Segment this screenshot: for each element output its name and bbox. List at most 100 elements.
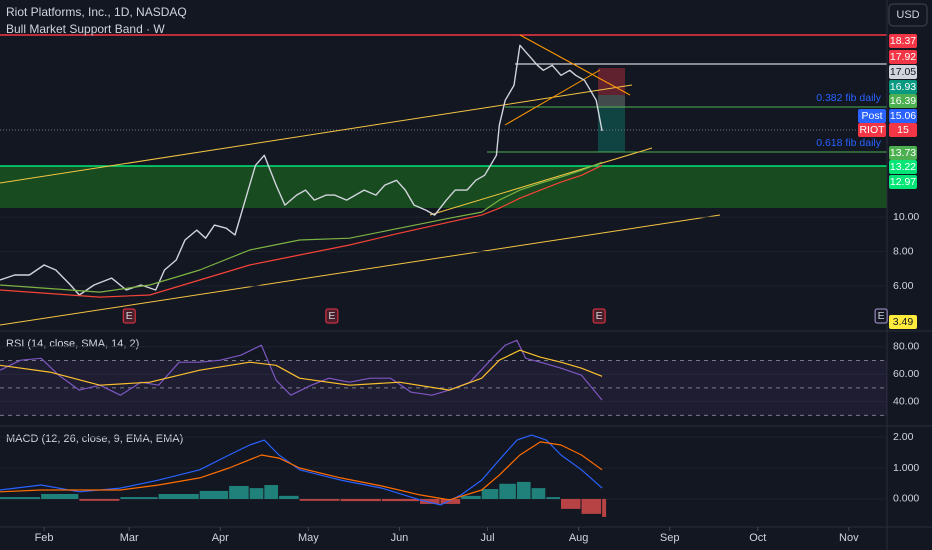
price-label: 17.05 [890,66,916,78]
histogram-bar [440,498,461,504]
price-label-box [889,50,917,64]
price-label-box [889,160,917,174]
histogram-bar [381,498,420,502]
chart-title: Riot Platforms, Inc., 1D, NASDAQ [6,5,187,19]
earnings-marker [592,308,606,324]
trendline [504,69,601,126]
trendline [0,214,721,326]
y-tick-label: 10.00 [893,211,919,223]
histogram-bar [158,494,199,499]
chart-subtitle: Bull Market Support Band · W [6,22,165,36]
x-tick-label: Feb [35,532,54,544]
histogram-bar [340,498,381,502]
price-tag-box [858,123,886,137]
price-label-box [889,146,917,160]
currency-label[interactable]: USD [896,9,919,21]
price-label-box [889,65,917,79]
histogram-bar [279,495,299,499]
histogram-bar [581,498,602,514]
histogram-bar [199,490,229,499]
price-label-box [889,123,917,137]
histogram-bar [560,498,581,509]
x-tick-label: Jul [481,532,495,544]
y-tick-label: 2.00 [893,431,914,443]
earnings-label: E [126,310,133,322]
fib-label: 0.382 fib daily [816,92,882,104]
series-line [0,441,603,501]
series-line [0,44,603,296]
price-label: 13.73 [890,147,916,159]
y-tick-label: 0.000 [893,493,919,505]
histogram-bar [516,481,531,499]
series-line [0,161,603,293]
price-label: 13.22 [890,161,916,173]
earnings-label: E [328,310,335,322]
histogram-bar [120,497,158,499]
x-tick-label: Sep [660,532,680,544]
histogram-bar [499,483,516,499]
y-tick-label: 80.00 [893,341,919,353]
earnings-marker [122,308,136,324]
earnings-marker [874,308,888,324]
series-line [0,349,603,391]
histogram-bar [531,488,546,499]
series-line [0,164,603,298]
reward-box [598,95,625,152]
y-tick-label: 60.00 [893,368,919,380]
panel-title: RSI (14, close, SMA, 14, 2) [6,338,139,350]
price-label-box [889,315,917,329]
price-label: 15 [897,124,909,136]
earnings-label: E [878,310,885,322]
histogram-bar [461,495,481,499]
price-tag: RIOT [859,124,885,136]
histogram-bar [264,485,279,499]
x-tick-label: Aug [569,532,589,544]
x-tick-label: Nov [839,532,859,544]
x-tick-label: Apr [212,532,229,544]
histogram-bar [79,498,120,501]
x-tick-label: Mar [120,532,139,544]
earnings-marker [325,308,339,324]
panel-title: MACD (12, 26, close, 9, EMA, EMA) [6,433,183,445]
histogram-bar [481,489,499,499]
y-tick-label: 40.00 [893,395,919,407]
price-label-box [889,94,917,108]
price-tag: Post [861,110,882,122]
x-tick-label: May [298,532,319,544]
series-line [0,339,603,401]
price-label: 16.93 [890,81,916,93]
y-tick-label: 6.00 [893,280,914,292]
price-label: 12.97 [890,176,916,188]
trendline [0,84,633,184]
price-label-box [889,175,917,189]
y-tick-label: 8.00 [893,245,914,257]
histogram-bar [602,498,607,517]
price-tag-box [858,109,886,123]
histogram-bar [546,497,560,499]
price-label: 16.39 [890,95,916,107]
price-label: 18.37 [890,35,916,47]
y-tick-label: 1.000 [893,462,919,474]
fib-label: 0.618 fib daily [816,137,882,149]
currency-button[interactable] [888,3,928,27]
histogram-bar [420,498,440,504]
histogram-bar [0,497,41,499]
x-tick-label: Jun [391,532,409,544]
support-zone [0,166,887,208]
trendline [519,34,631,96]
price-label: 15.06 [890,110,916,122]
histogram-bar [229,485,249,499]
earnings-label: E [596,310,603,322]
price-label-box [889,109,917,123]
histogram-bar [249,488,264,499]
price-label-box [889,34,917,48]
price-label-box [889,80,917,94]
price-label: 17.92 [890,51,916,63]
trendline [429,147,653,216]
x-tick-label: Oct [749,532,766,544]
histogram-bar [41,494,79,499]
histogram-bar [299,498,340,501]
price-label: 3.49 [893,316,914,328]
